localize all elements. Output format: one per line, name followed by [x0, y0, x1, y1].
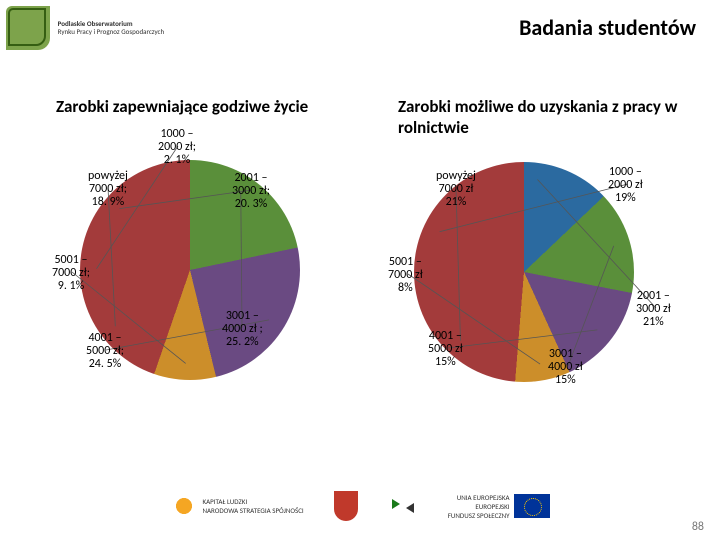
- eu-flag-icon: [514, 494, 550, 518]
- pie-slice-label: powyżej 7000 zł; 18. 9%: [88, 170, 128, 209]
- footer-urzad-pracy: [388, 491, 418, 521]
- arrows-icon: [388, 491, 418, 521]
- pie-slice-label: 4001 – 5000 zł 15%: [428, 330, 463, 369]
- logo-text: Podlaskie Obserwatorium Rynku Pracy i Pr…: [58, 20, 165, 36]
- pie-slice-label: 1000 – 2000 zł; 2. 1%: [158, 128, 196, 167]
- pie-slice-label: 4001 – 5000 zł; 24. 5%: [86, 332, 124, 371]
- logo-icon: [6, 6, 50, 50]
- slide: Podlaskie Obserwatorium Rynku Pracy i Pr…: [0, 0, 720, 540]
- page-number: 88: [692, 520, 704, 534]
- footer-kapital-ludzki: KAPITAŁ LUDZKI NARODOWA STRATEGIA SPÓJNO…: [170, 492, 303, 520]
- pie-slice-label: 3001 – 4000 zł ; 25. 2%: [222, 310, 263, 349]
- chart-right-title: Zarobki możliwe do uzyskania z pracy w r…: [398, 96, 698, 138]
- pie-slice-label: 2001 – 3000 zł; 20. 3%: [232, 172, 270, 211]
- pie-slice-label: 1000 – 2000 zł 19%: [608, 166, 643, 205]
- pie-slice-label: powyżej 7000 zł 21%: [436, 170, 476, 209]
- shield-icon: [334, 491, 358, 521]
- footer-eu-text: UNIA EUROPEJSKA EUROPEJSKI FUNDUSZ SPOŁE…: [448, 493, 510, 520]
- star-icon: [170, 492, 198, 520]
- logo: Podlaskie Obserwatorium Rynku Pracy i Pr…: [6, 6, 186, 60]
- pie-slice-label: 2001 – 3000 zł 21%: [636, 290, 671, 329]
- page-title: Badania studentów: [519, 14, 696, 41]
- chart-left-title: Zarobki zapewniające godziwe życie: [56, 96, 308, 117]
- logo-line2: Rynku Pracy i Prognoz Gospodarczych: [58, 27, 165, 36]
- pie-slice-label: 3001 – 4000 zł 15%: [548, 348, 583, 387]
- pie-slice-label: 5001 – 7000 zł 8%: [388, 256, 423, 295]
- footer-coat-of-arms: [334, 491, 358, 521]
- footer-eu: UNIA EUROPEJSKA EUROPEJSKI FUNDUSZ SPOŁE…: [448, 493, 550, 520]
- footer-kl-text: KAPITAŁ LUDZKI NARODOWA STRATEGIA SPÓJNO…: [202, 497, 303, 515]
- footer-logos: KAPITAŁ LUDZKI NARODOWA STRATEGIA SPÓJNO…: [0, 478, 720, 534]
- pie-slice-label: 5001 – 7000 zł; 9. 1%: [52, 254, 90, 293]
